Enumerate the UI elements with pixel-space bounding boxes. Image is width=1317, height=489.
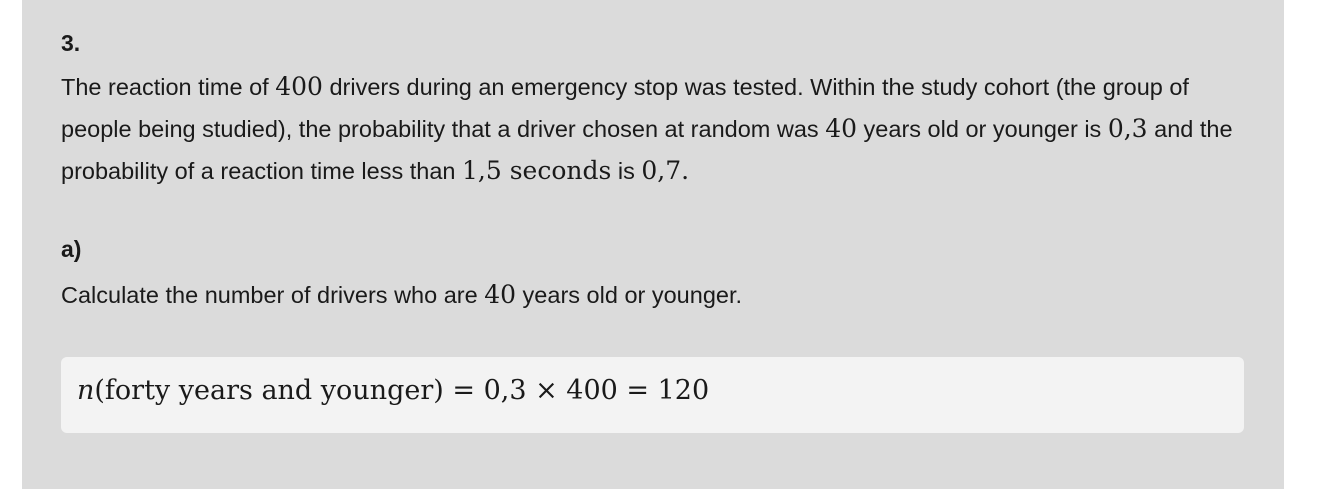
stem-text: years old or younger is	[857, 116, 1108, 142]
stem-text: is	[611, 158, 642, 184]
part-a-text: years old or younger.	[516, 282, 743, 308]
stem-math: 40	[825, 114, 858, 143]
question-number: 3.	[61, 30, 81, 56]
part-a-question: Calculate the number of drivers who are …	[61, 274, 742, 316]
part-a-math: 40	[484, 280, 517, 309]
stem-math: .	[681, 156, 690, 185]
answer-formula: n(forty years and younger) = 0,3 × 400 =…	[77, 375, 709, 406]
answer-variable: n	[77, 375, 95, 406]
answer-expression: (forty years and younger) = 0,3 × 400 = …	[94, 375, 710, 406]
stem-math: 400	[275, 72, 323, 101]
question-card: 3. The reaction time of 400 drivers duri…	[22, 0, 1284, 489]
part-a-text: Calculate the number of drivers who are	[61, 282, 485, 308]
stem-text: The reaction time of	[61, 74, 276, 100]
stem-text: and the probability of a reaction time l…	[61, 116, 1233, 184]
question-stem: The reaction time of 400 drivers during …	[61, 66, 1261, 192]
stem-text: drivers during an emergency stop was tes…	[61, 74, 1189, 142]
part-a-label: a)	[61, 236, 82, 262]
answer-box: n(forty years and younger) = 0,3 × 400 =…	[61, 357, 1244, 433]
stem-math: 0,3	[1107, 114, 1148, 143]
stem-math: 0,7	[641, 156, 682, 185]
stem-math: 1,5 seconds	[462, 156, 612, 185]
